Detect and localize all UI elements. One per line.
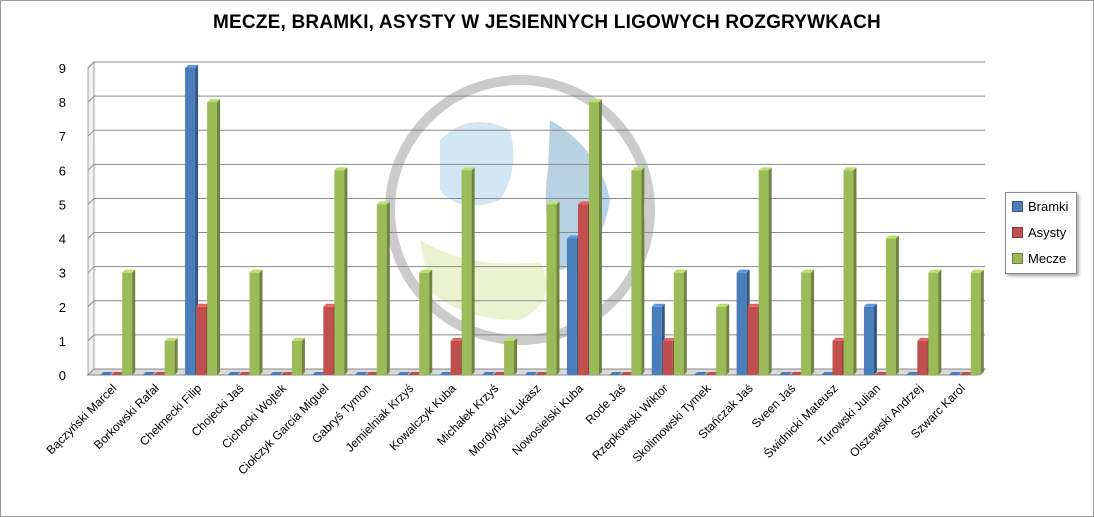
bar-mecze bbox=[207, 99, 221, 375]
x-tick-label: Świdnicki Mateusz bbox=[760, 381, 840, 461]
bar-bramki bbox=[906, 372, 920, 375]
y-tick-label: 9 bbox=[59, 61, 66, 76]
bar-asysty bbox=[959, 372, 973, 375]
chart-grid bbox=[86, 60, 987, 377]
bar-bramki bbox=[779, 372, 793, 375]
bars bbox=[100, 65, 984, 375]
x-tick-label: Rzepkowski Wiktor bbox=[589, 381, 671, 463]
side-wall bbox=[87, 60, 95, 377]
bar-mecze bbox=[885, 235, 899, 375]
bar-mecze bbox=[716, 303, 730, 375]
x-tick-label: Mordyński Łukasz bbox=[466, 381, 544, 459]
gridline-diagonal bbox=[87, 266, 95, 274]
bar-mecze bbox=[758, 167, 772, 375]
legend-swatch-bramki bbox=[1012, 200, 1023, 212]
bar-bramki bbox=[609, 372, 623, 375]
bar-bramki bbox=[312, 372, 326, 375]
bar-mecze bbox=[164, 337, 178, 375]
bar-mecze bbox=[291, 337, 305, 375]
gridline-diagonal bbox=[87, 334, 95, 342]
y-tick-label: 1 bbox=[59, 334, 66, 349]
bar-asysty bbox=[493, 372, 507, 375]
bar-mecze bbox=[334, 167, 348, 375]
bar-asysty bbox=[535, 372, 549, 375]
bar-asysty bbox=[790, 372, 804, 375]
bar-bramki bbox=[863, 303, 877, 375]
bar-bramki bbox=[524, 372, 538, 375]
gridline-diagonal bbox=[87, 163, 95, 171]
bar-mecze bbox=[801, 269, 815, 375]
bar-mecze bbox=[631, 167, 645, 375]
legend: Bramki Asysty Mecze bbox=[1005, 192, 1077, 274]
bar-bramki bbox=[482, 372, 496, 375]
legend-label-asysty: Asysty bbox=[1028, 224, 1067, 240]
legend-swatch-asysty bbox=[1012, 226, 1023, 238]
bar-bramki bbox=[227, 372, 241, 375]
bar-mecze bbox=[588, 99, 602, 375]
legend-item-asysty: Asysty bbox=[1012, 223, 1066, 241]
bar-mecze bbox=[843, 167, 857, 375]
bar-bramki bbox=[142, 372, 156, 375]
y-tick-label: 6 bbox=[59, 163, 66, 178]
chart-title: MECZE, BRAMKI, ASYSTY W JESIENNYCH LIGOW… bbox=[213, 12, 881, 33]
bar-mecze bbox=[928, 269, 942, 375]
bar-bramki bbox=[439, 372, 453, 375]
legend-swatch-mecze bbox=[1012, 252, 1023, 264]
bar-mecze bbox=[504, 337, 518, 375]
bar-mecze bbox=[249, 269, 263, 375]
y-tick-label: 5 bbox=[59, 197, 66, 212]
x-tick-label: Nowosielski Kuba bbox=[509, 381, 586, 458]
y-tick-label: 8 bbox=[59, 95, 66, 110]
x-tick-label: Skolimowski Tymek bbox=[630, 381, 714, 465]
bar-asysty bbox=[153, 372, 167, 375]
x-tick-label: Bączyński Marcel bbox=[43, 381, 119, 457]
legend-item-bramki: Bramki bbox=[1012, 197, 1068, 215]
gridline-diagonal bbox=[87, 129, 95, 137]
bar-asysty bbox=[620, 372, 634, 375]
bar-bramki bbox=[397, 372, 411, 375]
y-tick-label: 7 bbox=[59, 129, 66, 144]
gridline-diagonal bbox=[87, 61, 95, 69]
gridline-diagonal bbox=[87, 300, 95, 308]
bar-asysty bbox=[705, 372, 719, 375]
bar-bramki bbox=[269, 372, 283, 375]
y-tick-label: 4 bbox=[59, 232, 66, 247]
y-tick-label: 2 bbox=[59, 300, 66, 315]
bar-bramki bbox=[948, 372, 962, 375]
bar-mecze bbox=[970, 269, 984, 375]
legend-label-mecze: Mecze bbox=[1028, 250, 1067, 266]
gridline-diagonal bbox=[87, 232, 95, 239]
y-tick-label: 0 bbox=[59, 368, 66, 383]
bar-bramki bbox=[354, 372, 368, 375]
bar-asysty bbox=[408, 372, 422, 375]
y-axis-ticks: 0 1 2 3 4 5 6 7 8 9 bbox=[59, 61, 66, 383]
y-tick-label: 3 bbox=[59, 266, 66, 281]
bar-bramki bbox=[821, 372, 835, 375]
legend-label-bramki: Bramki bbox=[1028, 198, 1069, 214]
gridline-diagonal bbox=[87, 95, 95, 103]
bar-mecze bbox=[122, 269, 136, 375]
bar-mecze bbox=[419, 269, 433, 375]
bar-mecze bbox=[461, 167, 475, 375]
bar-bramki bbox=[100, 372, 114, 375]
bar-asysty bbox=[874, 372, 888, 375]
bar-mecze bbox=[376, 201, 390, 375]
bar-asysty bbox=[111, 372, 125, 375]
x-tick-label: Olszewski Andrzej bbox=[847, 381, 926, 460]
bar-mecze bbox=[546, 201, 560, 375]
bar-asysty bbox=[238, 372, 252, 375]
bar-bramki bbox=[185, 65, 199, 375]
legend-item-mecze: Mecze bbox=[1012, 249, 1066, 267]
bar-bramki bbox=[694, 372, 708, 375]
bar-asysty bbox=[365, 372, 379, 375]
bar-asysty bbox=[280, 372, 294, 375]
gridline-diagonal bbox=[87, 198, 95, 205]
bar-mecze bbox=[673, 269, 687, 375]
